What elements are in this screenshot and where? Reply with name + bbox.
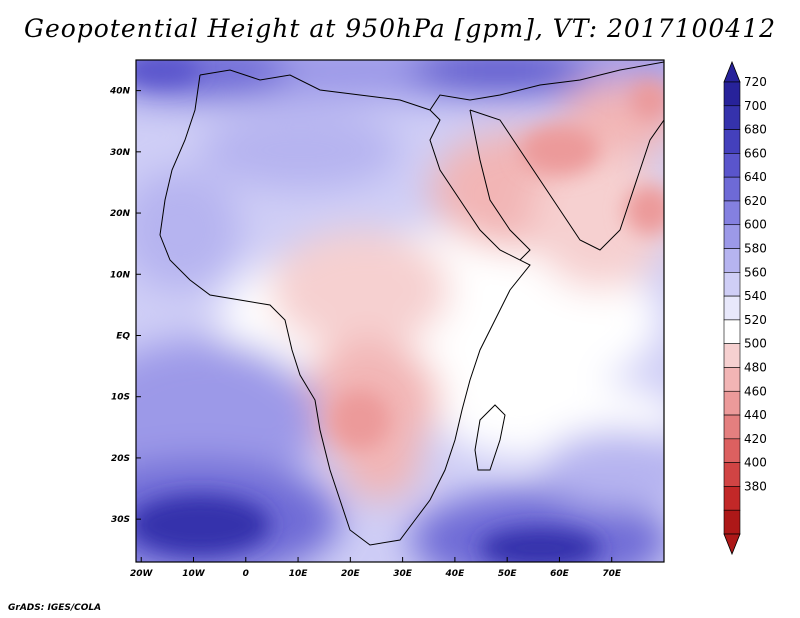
lon-label: 0 xyxy=(243,569,249,579)
colorbar-segment xyxy=(723,81,741,107)
colorbar-label: 400 xyxy=(744,456,767,470)
colorbar-label: 600 xyxy=(744,218,767,232)
colorbar-label: 640 xyxy=(744,170,767,184)
colorbar-label: 500 xyxy=(744,337,767,351)
height-field xyxy=(136,60,664,562)
colorbar-segment xyxy=(723,367,741,392)
coastlines xyxy=(159,61,664,546)
colorbar-segment xyxy=(723,414,741,440)
colorbar-label: 460 xyxy=(744,384,767,398)
colorbar-segment xyxy=(723,438,741,463)
lon-label: 50E xyxy=(498,569,518,579)
colorbar-segment xyxy=(723,224,741,249)
colorbar-min-arrow xyxy=(723,533,741,556)
colorbar-label: 480 xyxy=(744,360,767,374)
lon-label: 60E xyxy=(550,569,570,579)
colorbar-segment xyxy=(723,462,741,487)
lon-label: 40E xyxy=(445,569,466,579)
lat-label: 10N xyxy=(110,270,131,280)
plot-frame xyxy=(135,59,665,563)
lon-label: 20E xyxy=(341,569,361,579)
lat-label: 30S xyxy=(111,515,130,525)
grads-credit: GrADS: IGES/COLA xyxy=(8,603,102,613)
colorbar-segment xyxy=(723,509,741,535)
lon-label: 10W xyxy=(182,569,206,579)
lat-label: EQ xyxy=(116,331,130,341)
colorbar-segment xyxy=(723,153,741,178)
axis-labels: 40N 30N 20N 10N EQ 10S 20S 30S 20W 10W 0 10E 20E 30E 4… xyxy=(109,87,622,579)
colorbar-label: 660 xyxy=(744,146,767,160)
colorbar-label: 720 xyxy=(744,75,767,89)
colorbar-label: 580 xyxy=(744,242,767,256)
colorbar-label: 700 xyxy=(744,99,767,113)
colorbar-segment xyxy=(723,105,741,130)
lat-label: 30N xyxy=(110,148,131,158)
colorbar-label: 540 xyxy=(744,289,767,303)
lat-label: 10S xyxy=(111,393,130,403)
colorbar-label: 520 xyxy=(744,313,767,327)
map-title: Geopotential Height at 950hPa [gpm], VT:… xyxy=(23,14,777,43)
colorbar-label: 620 xyxy=(744,194,767,208)
lat-label: 20S xyxy=(111,454,130,464)
colorbar-segment xyxy=(723,272,741,297)
colorbar-label: 380 xyxy=(744,479,767,493)
lon-label: 30E xyxy=(393,569,413,579)
colorbar-segment xyxy=(723,248,741,273)
colorbar-segment xyxy=(723,486,741,511)
colorbar-max-arrow xyxy=(723,60,741,83)
colorbar-segment xyxy=(723,390,741,416)
colorbar-segment xyxy=(723,343,741,368)
colorbar-segment xyxy=(723,319,741,344)
lat-label: 20N xyxy=(110,209,131,219)
colorbar-segment xyxy=(723,129,741,154)
lon-label: 70E xyxy=(602,569,622,579)
lon-label: 10E xyxy=(289,569,309,579)
colorbar-label: 420 xyxy=(744,432,767,446)
lat-label: 40N xyxy=(109,87,131,97)
colorbar-label: 440 xyxy=(744,408,767,422)
colorbar: 720 700 680 660 640 620 600 580 560 540 520 500 480 4… xyxy=(723,60,767,556)
colorbar-segment xyxy=(723,176,741,202)
colorbar-segment xyxy=(723,295,741,321)
lon-label: 20W xyxy=(130,569,154,579)
colorbar-segment xyxy=(723,200,741,226)
colorbar-label: 560 xyxy=(744,265,767,279)
colorbar-label: 680 xyxy=(744,123,767,137)
